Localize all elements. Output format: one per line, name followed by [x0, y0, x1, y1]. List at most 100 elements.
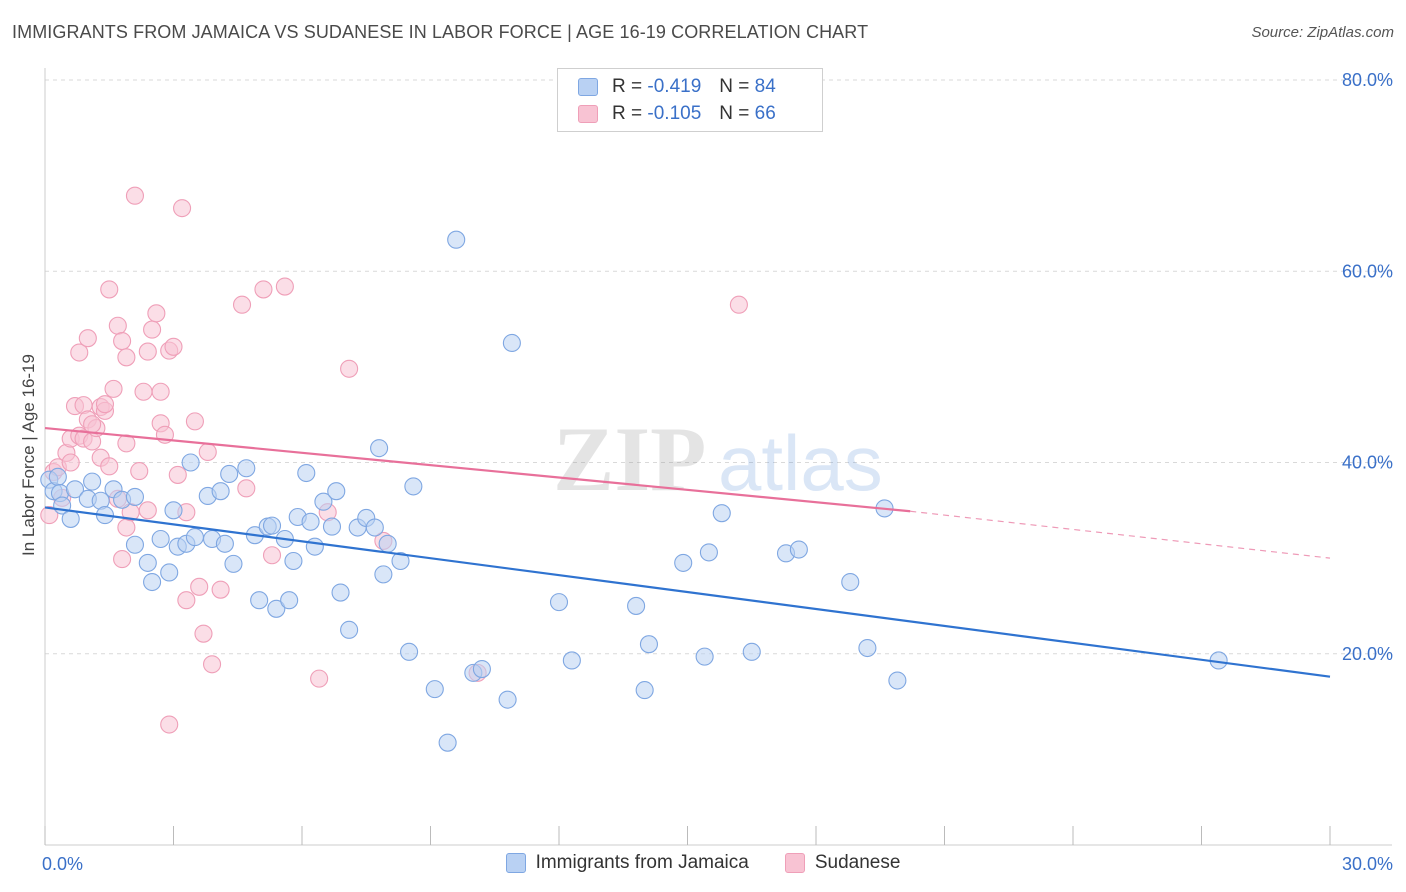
x-tick-labels: 0.0% 30.0%: [42, 854, 1393, 874]
jamaica-point: [237, 459, 256, 478]
jamaica-point: [699, 543, 718, 562]
sudanese-point: [130, 462, 149, 481]
jamaica-point: [83, 472, 102, 491]
jamaica-point: [639, 635, 659, 654]
sudanese-point: [177, 591, 196, 610]
watermark: ZIP atlas: [553, 408, 883, 510]
grid: [45, 79, 1392, 655]
sudanese-point: [125, 186, 144, 205]
r-value-jamaica: -0.419: [647, 76, 702, 97]
sudanese-swatch: [578, 105, 598, 123]
n-value-jamaica: 84: [754, 76, 776, 97]
jamaica-point: [502, 333, 521, 353]
jamaica-point: [635, 681, 654, 700]
jamaica-point: [370, 439, 389, 458]
n-label: N =: [719, 103, 750, 124]
sudanese-point: [160, 715, 179, 734]
jamaica-point: [284, 551, 303, 571]
jamaica-point: [160, 563, 179, 582]
sudanese-point: [168, 465, 187, 484]
r-label: R =: [612, 103, 643, 124]
stats-legend: R = -0.419 N = 84 R = -0.105 N = 66: [557, 68, 823, 132]
sudanese-point: [143, 320, 162, 339]
sudanese-point: [70, 343, 89, 362]
jamaica-point: [627, 596, 646, 615]
jamaica-point: [48, 467, 67, 486]
jamaica-point: [125, 487, 144, 506]
y-tick-label: 40.0%: [1342, 453, 1393, 473]
n-label: N =: [719, 76, 750, 97]
jamaica-point: [340, 620, 359, 639]
jamaica-point: [143, 572, 162, 592]
jamaica-point: [125, 535, 144, 554]
legend-row-jamaica: R = -0.419 N = 84: [578, 74, 776, 100]
chart-title: IMMIGRANTS FROM JAMAICA VS SUDANESE IN L…: [12, 22, 869, 42]
jamaica-point: [742, 642, 761, 661]
jamaica-points: [40, 230, 1228, 752]
jamaica-point: [391, 551, 410, 571]
x-tick-label: 30.0%: [1342, 854, 1393, 874]
n-value-sudanese: 66: [754, 103, 776, 124]
jamaica-point: [674, 553, 693, 572]
sudanese-point: [108, 316, 127, 335]
sudanese-point: [190, 577, 209, 596]
x-tick-label: 0.0%: [42, 854, 83, 874]
legend-item-sudanese[interactable]: Sudanese: [784, 852, 901, 874]
series-legend: Immigrants from Jamaica Sudanese: [0, 852, 1406, 874]
y-tick-labels: 20.0% 40.0% 60.0% 80.0%: [1342, 70, 1393, 664]
sudanese-point: [100, 457, 119, 476]
legend-item-jamaica[interactable]: Immigrants from Jamaica: [505, 852, 749, 874]
sudanese-point: [138, 342, 157, 361]
jamaica-point: [61, 509, 80, 528]
jamaica-point: [378, 534, 397, 553]
legend-label-sudanese: Sudanese: [814, 852, 901, 873]
jamaica-point: [322, 517, 342, 536]
jamaica-point: [262, 516, 282, 535]
jamaica-point: [250, 591, 269, 610]
sudanese-point: [198, 442, 217, 462]
jamaica-point: [695, 647, 714, 666]
jamaica-trend-line: [44, 506, 1331, 678]
jamaica-point: [138, 553, 157, 572]
sudanese-point: [194, 624, 213, 643]
axes: [44, 68, 1392, 846]
jamaica-point: [215, 534, 234, 553]
y-tick-label: 20.0%: [1342, 644, 1393, 664]
jamaica-point: [267, 599, 286, 618]
jamaica-point: [331, 583, 350, 602]
sudanese-point: [138, 501, 157, 520]
sudanese-point: [113, 550, 132, 569]
y-tick-label: 80.0%: [1342, 70, 1393, 90]
sudanese-point: [147, 304, 166, 323]
r-value-sudanese: -0.105: [647, 103, 702, 124]
jamaica-point: [211, 482, 230, 501]
jamaica-point: [498, 690, 517, 709]
jamaica-point: [365, 518, 384, 537]
sudanese-point: [134, 382, 153, 401]
r-label: R =: [612, 76, 643, 97]
sudanese-point: [185, 412, 204, 431]
jamaica-point: [151, 529, 170, 549]
sudanese-point: [211, 580, 230, 599]
trend-lines: [44, 426, 1331, 678]
sudanese-legend-swatch: [784, 853, 805, 873]
jamaica-point: [789, 540, 808, 559]
sudanese-point: [232, 295, 252, 314]
jamaica-point: [314, 492, 333, 511]
sudanese-point: [104, 379, 123, 398]
sudanese-point: [310, 669, 329, 688]
jamaica-point: [327, 482, 346, 501]
sudanese-point: [61, 453, 80, 472]
jamaica-point: [425, 680, 444, 699]
jamaica-point: [472, 659, 491, 679]
sudanese-point: [95, 395, 115, 414]
jamaica-legend-swatch: [505, 853, 526, 873]
watermark-atlas: atlas: [718, 419, 883, 507]
sudanese-point: [113, 332, 132, 351]
sudanese-point: [254, 280, 273, 299]
sudanese-point: [237, 479, 256, 498]
jamaica-point: [280, 591, 299, 610]
sudanese-point: [173, 199, 192, 218]
sudanese-point: [203, 655, 222, 674]
